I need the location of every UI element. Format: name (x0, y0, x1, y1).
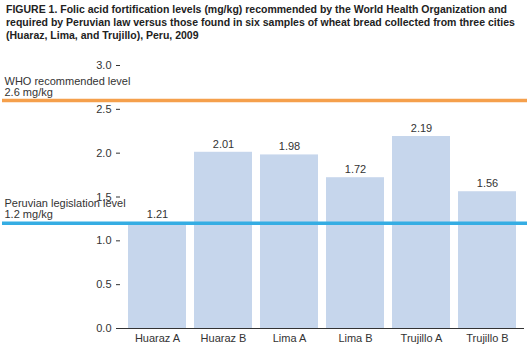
svg-text:WHO recommended level2.6 mg/kg: WHO recommended level2.6 mg/kg (5, 75, 131, 98)
svg-text:Trujillo B: Trujillo B (466, 332, 508, 344)
svg-text:1.72: 1.72 (345, 163, 366, 175)
svg-text:2.01: 2.01 (213, 138, 234, 150)
svg-text:0.5: 0.5 (96, 278, 111, 290)
svg-text:Trujillo A: Trujillo A (401, 332, 443, 344)
svg-text:0.0: 0.0 (96, 322, 111, 334)
svg-text:1.21: 1.21 (147, 208, 168, 220)
svg-text:2.0: 2.0 (96, 147, 111, 159)
svg-text:1.0: 1.0 (96, 234, 111, 246)
svg-text:1.56: 1.56 (477, 177, 498, 189)
svg-text:Huaraz A: Huaraz A (135, 332, 181, 344)
svg-text:Lima A: Lima A (273, 332, 307, 344)
svg-text:Lima B: Lima B (338, 332, 372, 344)
svg-text:Huaraz B: Huaraz B (201, 332, 247, 344)
svg-text:2.5: 2.5 (96, 103, 111, 115)
svg-text:1.98: 1.98 (279, 140, 300, 152)
svg-text:2.19: 2.19 (411, 122, 432, 134)
svg-text:1.5: 1.5 (96, 191, 111, 203)
svg-text:3.0: 3.0 (96, 59, 111, 71)
